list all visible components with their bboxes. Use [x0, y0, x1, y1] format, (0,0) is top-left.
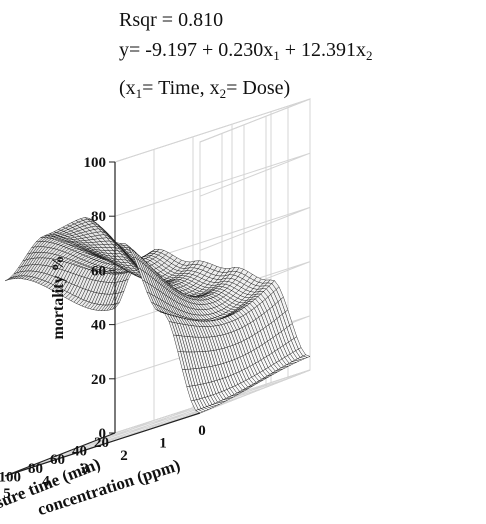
variables-sub1: 1 [135, 86, 143, 101]
mortality-axis-label: mortality % [50, 256, 67, 340]
equation-sub2: 2 [366, 48, 373, 63]
time-tick-label: 40 [72, 444, 87, 460]
time-tick-label: 20 [94, 435, 109, 451]
rsqr-text: Rsqr = 0.810 [119, 9, 224, 31]
concentration-tick-label: 2 [120, 448, 128, 464]
mortality-tick-label: 20 [91, 372, 106, 388]
concentration-tick-label: 0 [198, 423, 206, 439]
concentration-axis-line [4, 412, 201, 477]
time-tick-label: 100 [0, 469, 21, 485]
grid-line-concentration [43, 149, 155, 464]
mortality-tick-label: 0 [99, 426, 107, 442]
mortality-tick-label: 100 [84, 155, 107, 171]
concentration-tick-label: 3 [81, 461, 89, 477]
concentration-tick-label: 1 [159, 436, 167, 452]
variables-open: (x [119, 77, 136, 99]
mortality-tick-label: 80 [91, 209, 106, 225]
axis-frame [4, 162, 201, 477]
rsqr-annotation: Rsqr = 0.810 [119, 10, 223, 30]
time-tick-label: 80 [28, 461, 43, 477]
time-tick-label: 60 [50, 452, 65, 468]
equation-prefix: y= -9.197 + 0.230x [119, 39, 274, 61]
grid-line-concentration [199, 99, 311, 414]
mortality-tick-label: 40 [91, 318, 106, 334]
equation-sub1: 1 [273, 48, 280, 63]
equation-annotation: y= -9.197 + 0.230x1 + 12.391x2 [119, 39, 373, 63]
time-axis-line [4, 432, 116, 477]
variables-sub2: 2 [219, 86, 227, 101]
equation-mid: + 12.391x [279, 39, 366, 61]
concentration-tick-label: 5 [3, 486, 11, 502]
surface-mesh [4, 217, 311, 414]
variables-eq1: = Time, x [142, 77, 220, 99]
variables-eq2: = Dose) [226, 77, 291, 99]
variables-annotation: (x1= Time, x2= Dose) [119, 77, 291, 101]
concentration-tick-label: 4 [42, 473, 50, 489]
surface-cell [4, 277, 13, 282]
tick-labels: 02040608010020406080100120543210 [0, 155, 206, 502]
grid-line-concentration [82, 136, 194, 452]
mortality-tick-label: 60 [91, 263, 106, 279]
